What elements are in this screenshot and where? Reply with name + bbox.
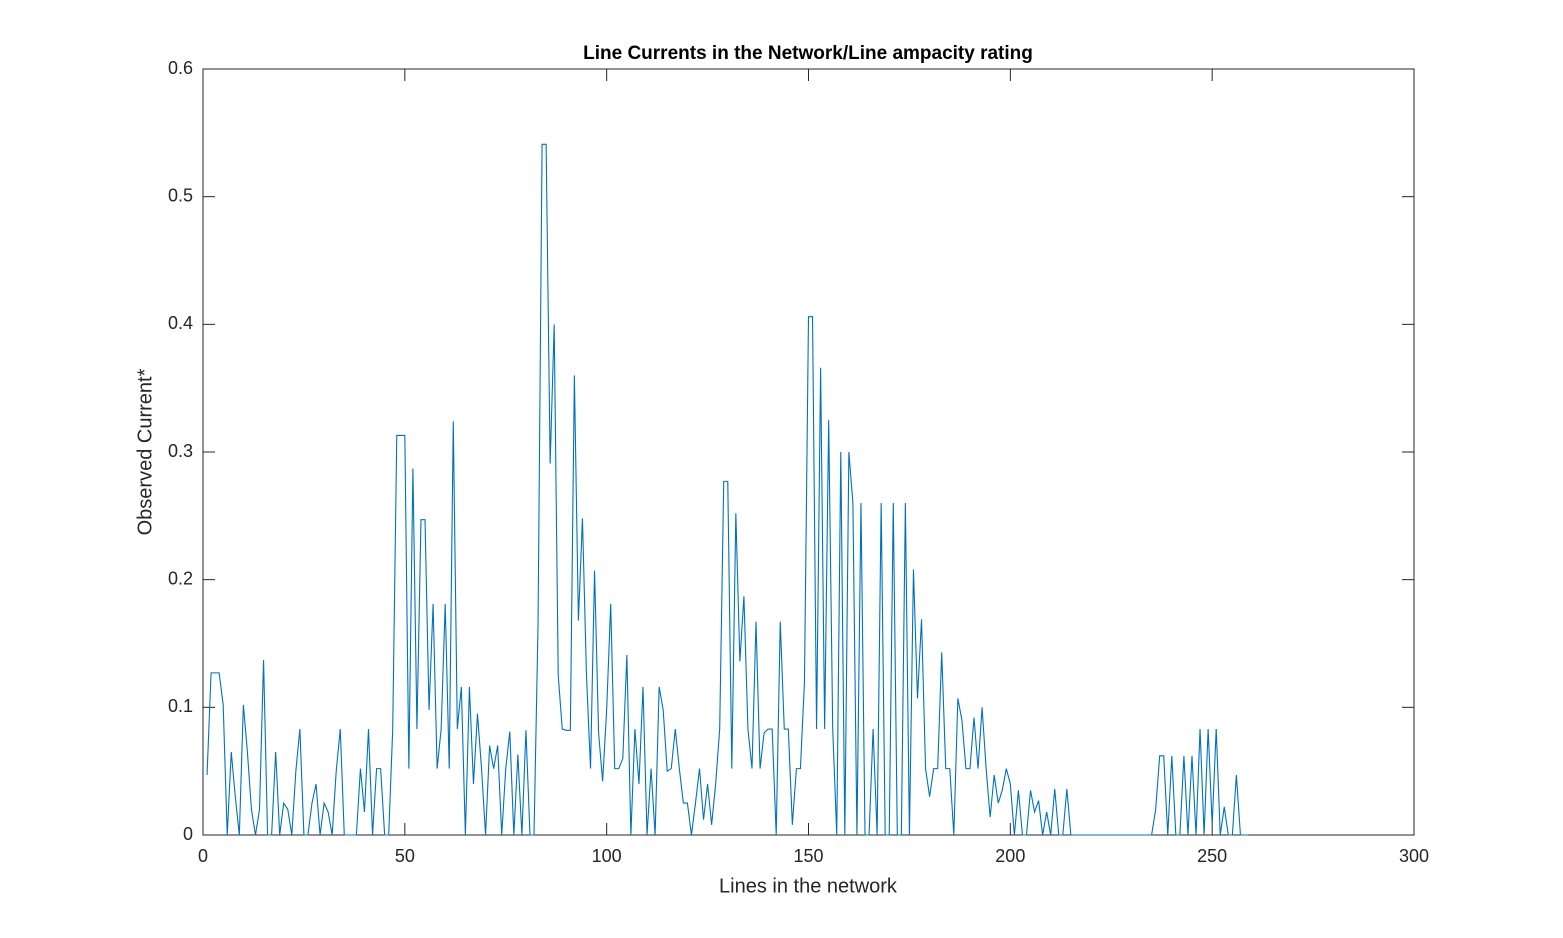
y-tick-label: 0.2 <box>168 568 193 588</box>
y-tick-label: 0.3 <box>168 441 193 461</box>
y-tick-label: 0.4 <box>168 313 193 333</box>
y-tick-label: 0.1 <box>168 696 193 716</box>
plot-area <box>202 68 1415 836</box>
y-axis-label: Observed Current* <box>134 368 156 535</box>
x-tick-label: 150 <box>793 846 823 866</box>
y-tick-label: 0 <box>183 824 193 844</box>
x-tick-label: 300 <box>1399 846 1429 866</box>
x-tick-label: 50 <box>395 846 415 866</box>
data-line <box>206 143 1249 836</box>
chart-title: Line Currents in the Network/Line ampaci… <box>583 43 1033 64</box>
x-tick-label: 200 <box>995 846 1025 866</box>
y-tick-label: 0.6 <box>168 58 193 78</box>
x-axis-label: Lines in the network <box>719 875 898 897</box>
x-tick-label: 0 <box>198 846 208 866</box>
y-tick-label: 0.5 <box>168 185 193 205</box>
x-tick-label: 100 <box>592 846 622 866</box>
x-tick-label: 250 <box>1197 846 1227 866</box>
